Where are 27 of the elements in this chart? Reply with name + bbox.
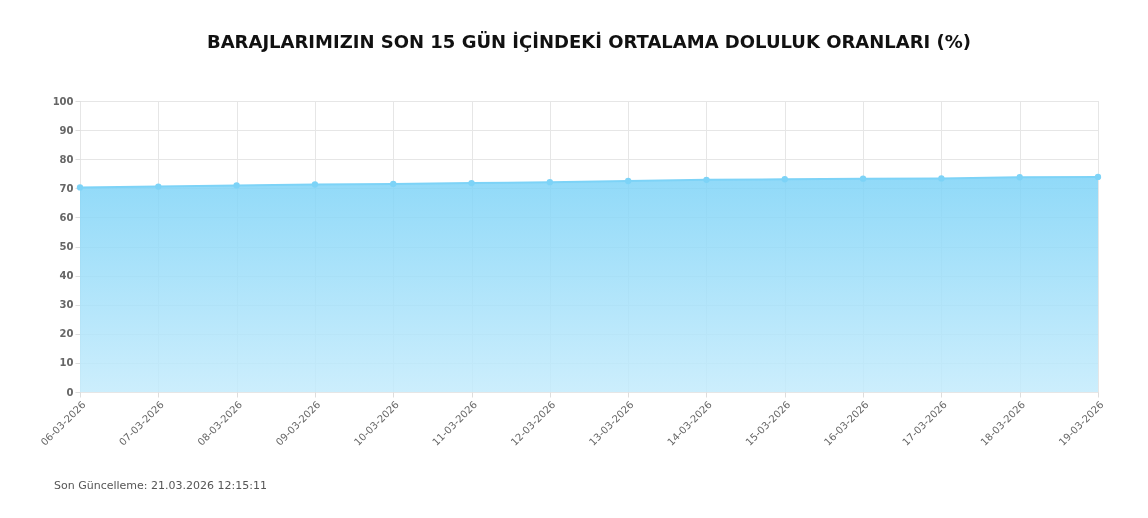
y-tick-label: 90 — [59, 124, 74, 136]
y-tick-label: 50 — [59, 241, 74, 252]
y-tick-label: 70 — [59, 182, 74, 194]
point — [155, 183, 162, 190]
y-tick-label: 100 — [52, 95, 74, 107]
point — [311, 181, 319, 188]
y-tick-label: 80 — [59, 153, 74, 165]
point — [233, 182, 240, 189]
point — [1016, 174, 1023, 181]
point — [624, 177, 632, 185]
point — [468, 179, 475, 187]
y-tick-label: 0 — [66, 386, 74, 398]
point — [390, 180, 397, 188]
point — [76, 184, 84, 191]
point — [781, 176, 788, 183]
point — [546, 179, 554, 186]
y-tick-label: 60 — [59, 211, 74, 223]
y-tick-label: 10 — [59, 357, 74, 369]
point — [859, 175, 867, 182]
point — [1094, 173, 1102, 181]
point — [703, 176, 710, 184]
chart-title: BARAJLARIMIZIN SON 15 GÜN İÇİNDEKİ ORTALAMA DOLULUK ORANLARI (%) — [206, 31, 972, 52]
y-tick-label: 30 — [59, 299, 74, 311]
y-tick-label: 40 — [59, 270, 74, 282]
point — [938, 175, 945, 182]
y-tick-label: 20 — [59, 328, 74, 340]
text: Son Güncelleme: 21.03.2026 12:15:11 — [54, 479, 267, 492]
